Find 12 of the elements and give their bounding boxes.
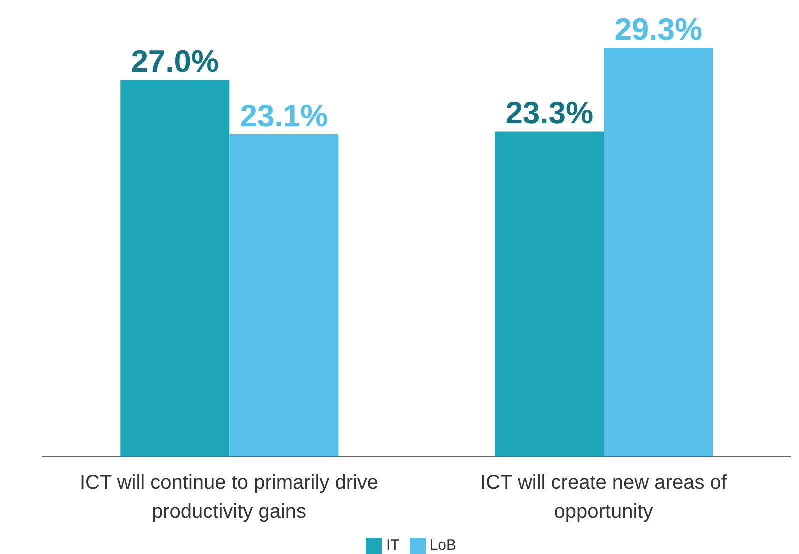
bar xyxy=(120,80,230,457)
legend-label: IT xyxy=(386,536,400,554)
bar xyxy=(495,132,604,457)
data-label: 27.0% xyxy=(131,44,220,80)
legend-label: LoB xyxy=(430,536,457,554)
x-tick-label: ICT will create new areas of opportunity xyxy=(480,472,728,524)
x-tick-label: ICT will continue to primarily drive productivity gains xyxy=(80,472,379,524)
bar xyxy=(604,48,714,457)
data-label: 29.3% xyxy=(614,12,703,47)
data-label: 23.3% xyxy=(506,96,594,131)
data-label: 23.1% xyxy=(240,98,328,134)
bar xyxy=(230,134,339,457)
